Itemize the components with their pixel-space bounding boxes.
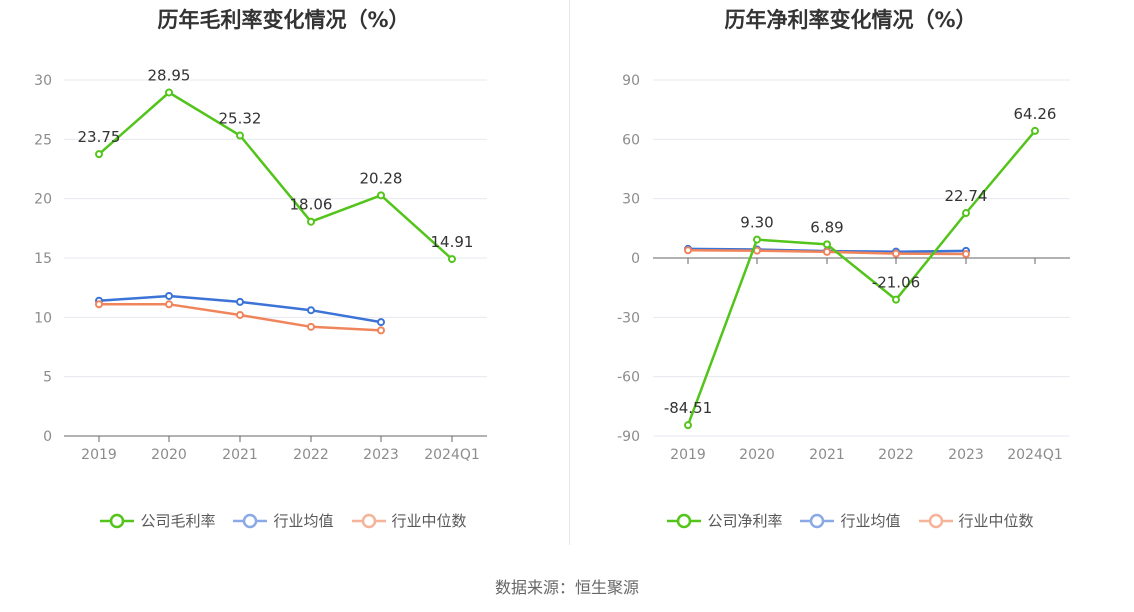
legend-marker-icon <box>918 513 953 528</box>
legend-item[interactable]: 行业中位数 <box>351 510 467 531</box>
data-point <box>962 209 970 218</box>
legend-marker-icon <box>100 513 135 528</box>
legend-label: 行业中位数 <box>391 512 467 530</box>
y-tick-label: 30 <box>622 192 640 208</box>
legend-marker-icon <box>351 513 386 528</box>
data-point <box>95 150 103 159</box>
net-margin-chart: 历年净利率变化情况（%） -90 -60 -30 0 30 60 90 2019 2020 202… <box>567 0 1134 560</box>
net-margin-plot: -90 -60 -30 0 30 60 90 2019 2020 2021 2022 2023 2024… <box>617 73 1070 463</box>
series-line <box>98 91 453 261</box>
data-point <box>307 322 315 331</box>
data-point <box>165 88 173 97</box>
y-tick-label: 25 <box>34 132 52 148</box>
data-label: 23.75 <box>78 128 121 146</box>
legend-marker-circle <box>110 513 125 528</box>
y-tick-label: 0 <box>631 251 640 267</box>
legend-marker-circle <box>361 513 376 528</box>
data-label: 18.06 <box>290 196 333 214</box>
data-point <box>823 247 831 256</box>
gross-margin-plot: 0 5 10 15 20 25 30 2019 2020 2021 2022 2023 2024Q1 23… <box>34 66 487 463</box>
legend-item[interactable]: 行业均值 <box>233 510 334 531</box>
x-tick-label: 2021 <box>222 447 258 463</box>
y-tick-label: 60 <box>622 132 640 148</box>
y-tick-label: 15 <box>34 251 52 267</box>
data-point <box>95 300 103 309</box>
data-point <box>448 255 456 264</box>
gross-margin-chart-title: 历年毛利率变化情况（%） <box>157 8 410 32</box>
data-point <box>236 310 244 319</box>
data-point <box>823 240 831 249</box>
x-tick-label: 2024Q1 <box>1007 447 1063 463</box>
legend-marker-circle <box>810 513 825 528</box>
x-tick-label: 2022 <box>878 447 914 463</box>
x-tick-label: 2020 <box>739 447 775 463</box>
y-tick-label: 0 <box>43 429 52 445</box>
x-tick-label: 2023 <box>363 447 399 463</box>
data-label: -84.51 <box>664 399 712 417</box>
data-label: -21.06 <box>872 274 920 292</box>
y-tick-label: 30 <box>34 73 52 89</box>
legend-item[interactable]: 行业均值 <box>800 510 901 531</box>
legend-label: 公司毛利率 <box>140 512 216 530</box>
data-label: 28.95 <box>148 66 191 84</box>
data-point <box>377 326 385 335</box>
legend-marker-icon <box>233 513 268 528</box>
data-point <box>165 300 173 309</box>
data-label: 9.30 <box>740 214 773 232</box>
legend-marker-icon <box>667 513 702 528</box>
data-point <box>684 421 692 430</box>
y-tick-label: -60 <box>617 370 640 386</box>
data-point <box>307 306 315 315</box>
x-tick-label: 2024Q1 <box>424 447 480 463</box>
x-tick-label: 2021 <box>809 447 845 463</box>
y-tick-label: -90 <box>617 429 640 445</box>
x-tick-label: 2019 <box>81 447 117 463</box>
legend-label: 公司净利率 <box>707 512 783 530</box>
legend-label: 行业均值 <box>273 512 334 530</box>
y-tick-label: 20 <box>34 192 52 208</box>
data-label: 14.91 <box>431 233 474 251</box>
series-line <box>686 130 1036 426</box>
legend-item[interactable]: 行业中位数 <box>918 510 1034 531</box>
data-point <box>753 235 761 244</box>
legend-marker-circle <box>928 513 943 528</box>
data-label: 20.28 <box>360 169 403 187</box>
data-point <box>236 131 244 140</box>
legend-item[interactable]: 公司毛利率 <box>100 510 215 531</box>
data-label: 64.26 <box>1014 105 1057 123</box>
panel-divider <box>569 0 570 545</box>
net-margin-legend: 公司净利率 行业均值 行业中位数 <box>567 510 1134 531</box>
y-tick-label: 90 <box>622 73 640 89</box>
data-label: 6.89 <box>810 218 843 236</box>
data-label: 22.74 <box>945 187 988 205</box>
x-tick-label: 2019 <box>670 447 706 463</box>
data-point <box>892 249 900 258</box>
y-tick-label: 5 <box>43 370 52 386</box>
data-point <box>1031 126 1039 135</box>
data-point <box>962 250 970 259</box>
data-point <box>165 291 173 300</box>
legend-item[interactable]: 公司净利率 <box>667 510 782 531</box>
data-point <box>377 191 385 200</box>
data-point <box>236 297 244 306</box>
data-point <box>892 295 900 304</box>
data-point <box>307 217 315 226</box>
y-tick-label: -30 <box>617 310 640 326</box>
data-source: 数据来源：恒生聚源 <box>494 578 639 597</box>
gross-margin-legend: 公司毛利率 行业均值 行业中位数 <box>0 510 567 531</box>
x-tick-label: 2022 <box>293 447 329 463</box>
x-tick-label: 2023 <box>948 447 984 463</box>
y-tick-label: 10 <box>34 310 52 326</box>
legend-marker-icon <box>800 513 835 528</box>
legend-marker-circle <box>677 513 692 528</box>
data-label: 25.32 <box>219 110 262 128</box>
x-tick-label: 2020 <box>151 447 187 463</box>
legend-label: 行业中位数 <box>958 512 1034 530</box>
data-point <box>684 246 692 255</box>
legend-label: 行业均值 <box>840 512 901 530</box>
legend-marker-circle <box>243 513 258 528</box>
gross-margin-chart: 历年毛利率变化情况（%） 0 5 10 15 20 25 30 2019 2020 2021 202… <box>0 0 567 560</box>
data-point <box>377 318 385 327</box>
net-margin-chart-title: 历年净利率变化情况（%） <box>724 8 977 32</box>
